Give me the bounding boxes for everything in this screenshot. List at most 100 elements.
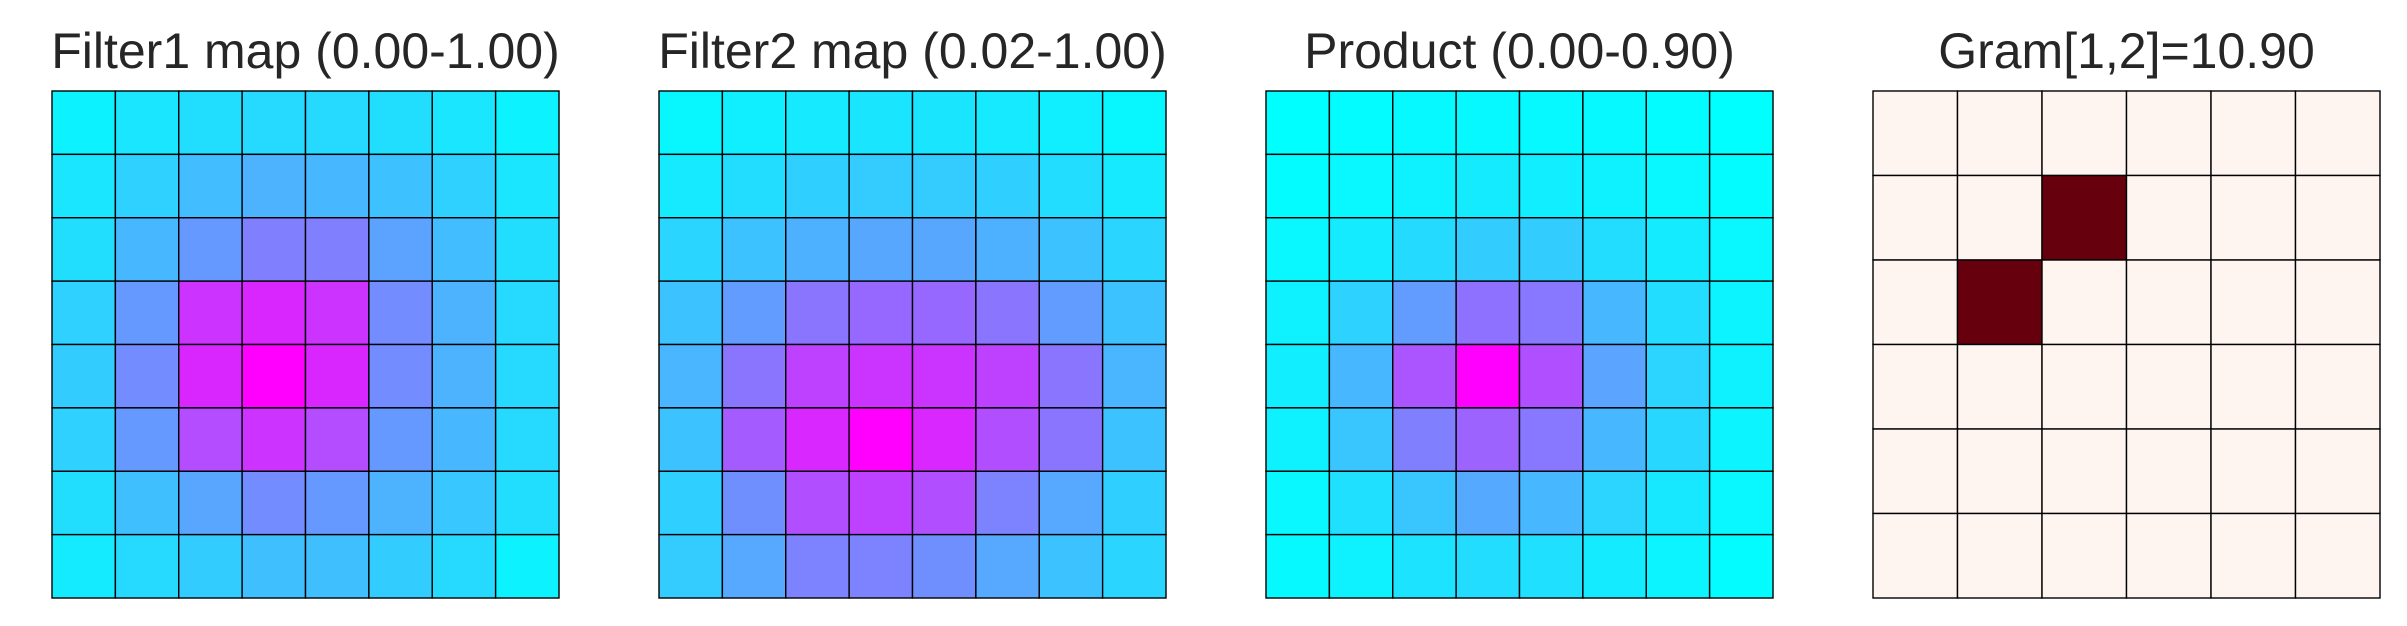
heatmap-cell [1101, 533, 1167, 599]
heatmap-cell [1265, 407, 1331, 472]
heatmap-cell [911, 343, 977, 409]
heatmap-cell [1265, 153, 1331, 219]
heatmap-cell [1708, 280, 1774, 346]
heatmap-cell [51, 217, 117, 282]
heatmap-cell [178, 343, 243, 409]
heatmap-cell [2210, 174, 2297, 261]
heatmap-cell [848, 153, 914, 219]
heatmap-cell [975, 153, 1040, 219]
heatmap-cell [1645, 470, 1711, 536]
heatmap-cell [1392, 153, 1457, 219]
heatmap-cell [241, 217, 307, 282]
heatmap-cell [2125, 512, 2212, 599]
heatmap-cell [1038, 217, 1104, 282]
heatmap-cell [1518, 407, 1584, 472]
heatmap-cell [178, 280, 243, 346]
heatmap-cell [911, 153, 977, 219]
heatmap-cell [368, 217, 433, 282]
heatmap-cell [1645, 153, 1711, 219]
heatmap-cell [721, 407, 787, 472]
heatmap-cell [658, 407, 724, 472]
heatmap-cell [911, 407, 977, 472]
panel-1-title: Filter1 map (0.00-1.00) [51, 23, 560, 79]
heatmap-cell [1455, 343, 1521, 409]
heatmap-cell [848, 407, 914, 472]
heatmap-cell [1265, 280, 1331, 346]
heatmap-cell [1518, 153, 1584, 219]
heatmap-cell [1038, 470, 1104, 536]
heatmap-cell [1038, 407, 1104, 472]
heatmap-cell [1872, 343, 1959, 430]
heatmap-cell [1038, 153, 1104, 219]
heatmap-cell [1582, 533, 1647, 599]
heatmap-panel-4: Gram[1,2]=10.90 [1872, 23, 2381, 599]
heatmap-cell [785, 343, 850, 409]
heatmap-cell [1101, 217, 1167, 282]
heatmap-cell [1101, 470, 1167, 536]
heatmap-cell [1872, 512, 1959, 599]
heatmap-cell [1038, 280, 1104, 346]
heatmap-cell [1101, 407, 1167, 472]
heatmap-cell [1645, 343, 1711, 409]
heatmap-cell [431, 407, 497, 472]
heatmap-cell [431, 343, 497, 409]
heatmap-cell [1872, 174, 1959, 261]
heatmap-cell [785, 217, 850, 282]
heatmap-cell [1956, 90, 2043, 177]
heatmap-cell [241, 343, 307, 409]
heatmap-cell [1455, 280, 1521, 346]
heatmap-cell [1328, 343, 1394, 409]
heatmap-cell [975, 90, 1040, 156]
heatmap-cell [911, 533, 977, 599]
heatmap-cell [1582, 407, 1647, 472]
heatmap-cell [304, 90, 370, 156]
heatmap-cell [494, 407, 560, 472]
heatmap-cell [848, 533, 914, 599]
heatmap-cell [304, 153, 370, 219]
heatmap-cell [2210, 512, 2297, 599]
heatmap-cell [785, 90, 850, 156]
heatmap-cell [1265, 90, 1331, 156]
heatmap-cell [721, 280, 787, 346]
heatmap-cell [51, 407, 117, 472]
heatmap-cell [1265, 343, 1331, 409]
heatmap-cell [2294, 259, 2381, 346]
heatmap-cell [1582, 153, 1647, 219]
heatmap-cell [658, 153, 724, 219]
heatmap-cell [1582, 470, 1647, 536]
heatmap-cell [1265, 217, 1331, 282]
heatmap-cell [1872, 90, 1959, 177]
heatmap-cell [368, 470, 433, 536]
heatmap-cell [114, 343, 180, 409]
heatmap-cell [1455, 470, 1521, 536]
heatmap-cell [2041, 174, 2128, 261]
heatmap-cell [114, 153, 180, 219]
heatmap-cell [51, 153, 117, 219]
heatmap-cell [1328, 470, 1394, 536]
heatmap-cell [2125, 343, 2212, 430]
heatmap-cell [1328, 153, 1394, 219]
heatmap-cell [494, 533, 560, 599]
heatmap-cell [51, 90, 117, 156]
heatmap-cell [368, 407, 433, 472]
heatmap-cell [1582, 217, 1647, 282]
heatmap-cell [1645, 407, 1711, 472]
heatmap-cell [785, 407, 850, 472]
heatmap-cell [1265, 533, 1331, 599]
heatmap-cell [2294, 343, 2381, 430]
heatmap-cell [51, 470, 117, 536]
heatmap-cell [975, 217, 1040, 282]
heatmap-cell [975, 533, 1040, 599]
heatmap-cell [1645, 280, 1711, 346]
heatmap-cell [1392, 90, 1457, 156]
heatmap-cell [721, 343, 787, 409]
heatmap-cell [785, 470, 850, 536]
heatmap-cell [1455, 533, 1521, 599]
heatmap-cell [2125, 90, 2212, 177]
heatmap-cell [2294, 174, 2381, 261]
heatmap-cell [1518, 470, 1584, 536]
heatmap-cell [658, 343, 724, 409]
heatmap-cell [658, 280, 724, 346]
heatmap-cell [2041, 259, 2128, 346]
